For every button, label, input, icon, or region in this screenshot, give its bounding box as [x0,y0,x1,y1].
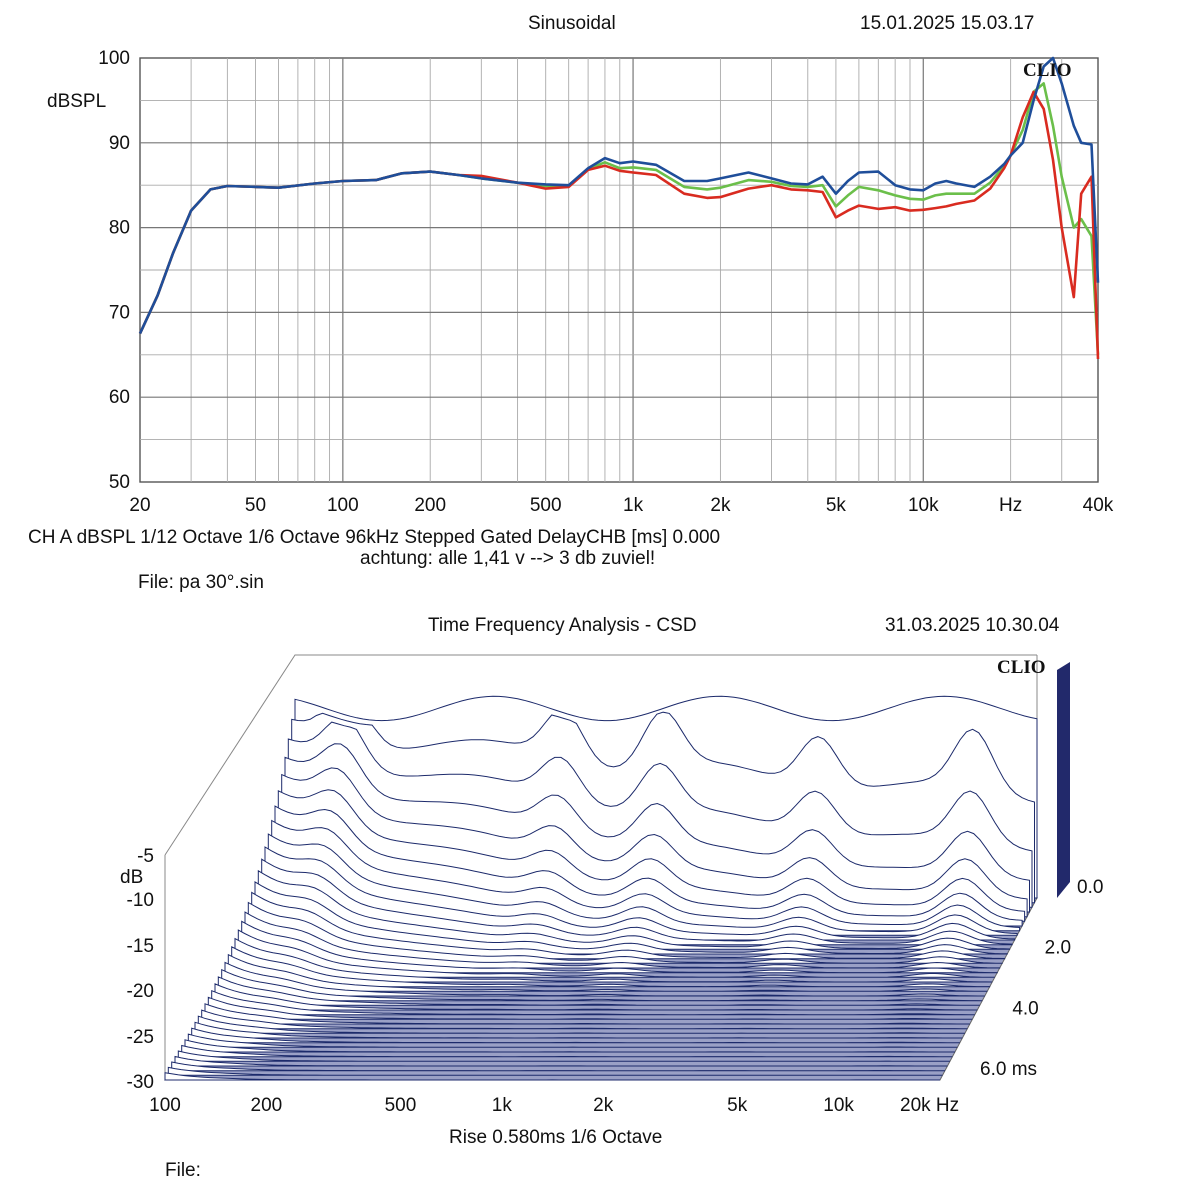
x-tick-label: 2k [710,495,731,516]
x-tick-label: 20 [129,495,150,516]
csd-datetime: 31.03.2025 10.30.04 [885,615,1060,636]
clio-logo-csd: CLIO [997,657,1046,678]
x-tick-label: 1k [623,495,644,516]
top-chart-title: Sinusoidal [528,13,616,34]
waterfall-trace [187,1033,958,1048]
waterfall-trace [181,1044,953,1058]
db-tick-label: -25 [127,1027,154,1048]
waterfall-trace [164,1072,940,1081]
db-tick-label: -10 [127,890,154,911]
freq-tick-label: 500 [385,1095,417,1116]
time-tick-label: 6.0 ms [980,1059,1037,1080]
waterfall-traces [164,695,1038,1081]
waterfall-trace [171,1061,945,1072]
freq-tick-label: 100 [149,1095,181,1116]
series-line [138,56,1100,335]
file-label-bottom: File: [165,1160,201,1181]
status-line: CH A dBSPL 1/12 Octave 1/6 Octave 96kHz … [28,527,721,548]
y-tick-label: 90 [109,133,130,154]
db-ticks: -5 -10 -15 -20 -25 -30 [127,846,154,1093]
y-tick-label: 50 [109,472,130,493]
frame-edge [164,654,1037,856]
freq-tick-label: 2k [593,1095,614,1116]
top-chart-datetime: 15.01.2025 15.03.17 [860,13,1035,34]
rise-text: Rise 0.580ms 1/6 Octave [449,1127,663,1148]
db-tick-label: -15 [127,936,154,957]
waterfall-trace [257,869,1011,950]
freq-tick-label: 1k [492,1095,513,1116]
waterfall-trace [191,1027,960,1044]
waterfall-trace [201,1009,968,1030]
db-axis-label: dB [120,867,143,888]
x-tick-label: 100 [327,495,359,516]
time-tick-label: 2.0 [1045,938,1071,959]
grid [140,58,1098,482]
waterfall-trace [177,1050,950,1062]
freq-tick-label: 200 [251,1095,283,1116]
db-tick-label: -20 [127,981,154,1002]
x-tick-label: 10k [908,495,939,516]
waterfall-trace [194,1021,963,1039]
y-axis-label: dBSPL [47,91,107,112]
x-tick-label: Hz [999,495,1022,516]
csd-title: Time Frequency Analysis - CSD [428,615,697,636]
waterfall-trace [197,1015,965,1034]
freq-tick-label: 20k Hz [900,1095,959,1116]
db-tick-label: -30 [127,1072,154,1093]
time-tick-label: 4.0 [1012,998,1038,1019]
clio-logo: CLIO [1023,60,1072,81]
waterfall-trace [264,846,1016,941]
note-text: achtung: alle 1,41 v --> 3 db zuviel! [360,548,656,569]
y-ticks: 100 90 80 70 60 50 [98,48,130,493]
x-tick-label: 200 [414,495,446,516]
freq-tick-label: 5k [727,1095,748,1116]
x-ticks: 20 50 100 200 500 1k 2k 5k 10k Hz 40k [129,495,1113,516]
series-lines [138,56,1100,360]
freq-ticks: 100 200 500 1k 2k 5k 10k 20k Hz [149,1095,959,1116]
waterfall-trace [261,858,1013,946]
x-tick-label: 500 [530,495,562,516]
y-tick-label: 70 [109,302,130,323]
waterfall-trace [167,1066,943,1076]
waterfall-trace [211,989,975,1016]
db-tick-label: -5 [137,846,154,867]
time-tick-label: 0.0 [1077,877,1103,898]
waterfall-trace [207,996,973,1020]
freq-tick-label: 10k [823,1095,854,1116]
y-tick-label: 60 [109,387,130,408]
time-ticks: 0.0 2.0 4.0 6.0 ms [980,877,1103,1080]
waterfall-trace [174,1055,948,1067]
x-tick-label: 40k [1083,495,1114,516]
x-tick-label: 50 [245,495,266,516]
time-zero-bar [1057,662,1070,898]
file-label-top: File: pa 30°.sin [138,572,264,593]
waterfall-trace [204,1003,970,1025]
waterfall-trace [184,1039,955,1053]
x-tick-label: 5k [826,495,847,516]
y-tick-label: 100 [98,48,130,69]
y-tick-label: 80 [109,218,130,239]
